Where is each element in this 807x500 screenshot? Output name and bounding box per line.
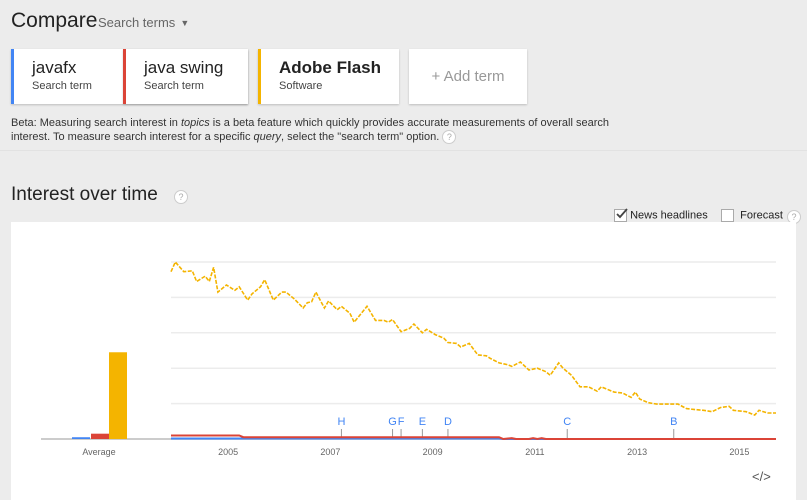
x-tick-label: 2009	[423, 447, 443, 457]
x-tick-label: 2007	[320, 447, 340, 457]
divider	[0, 150, 807, 151]
average-bar	[72, 437, 90, 439]
annotation-marker: D	[444, 416, 452, 428]
help-icon[interactable]: ?	[442, 130, 457, 145]
term-card-java-swing[interactable]: java swing Search term	[123, 49, 248, 104]
term-label: javafx	[32, 58, 77, 77]
term-label: java swing	[144, 58, 224, 77]
x-tick-label: 2015	[729, 447, 749, 457]
annotation-marker: C	[563, 416, 571, 428]
term-type: Search term	[32, 80, 92, 92]
annotation-marker: G	[388, 416, 397, 428]
term-card-adobe-flash[interactable]: Adobe Flash Software	[258, 49, 399, 104]
add-term-button[interactable]: + Add term	[409, 49, 527, 104]
section-title: Interest over time	[11, 184, 158, 205]
annotation-marker: E	[419, 416, 426, 428]
chart-panel: Average 2005 2007 2009 2011 2013 2015 H G F E D C B	[11, 222, 796, 500]
search-type-label: Search terms	[98, 15, 176, 30]
term-type: Software	[279, 80, 323, 92]
series-line	[170, 260, 776, 417]
x-tick-label: 2011	[525, 447, 544, 457]
news-headlines-checkbox[interactable]: News headlines	[614, 208, 708, 222]
checkbox-checked-icon	[614, 208, 628, 222]
series-line	[171, 434, 776, 441]
interest-over-time-chart: Average 2005 2007 2009 2011 2013 2015 H G F E D C B	[41, 260, 776, 457]
caret-down-icon: ▼	[180, 18, 190, 28]
beta-text: , select the "search term" option.	[281, 131, 440, 143]
code-embed-icon[interactable]: </>	[752, 469, 771, 484]
forecast-checkbox[interactable]: Forecast	[721, 209, 783, 222]
news-headlines-label: News headlines	[630, 209, 708, 222]
forecast-label: Forecast	[740, 209, 783, 222]
page-title: Compare	[11, 9, 98, 32]
term-label: Adobe Flash	[279, 58, 382, 77]
average-label: Average	[82, 447, 115, 457]
beta-emphasis: query	[253, 131, 282, 143]
average-bar	[91, 433, 109, 439]
annotation-marker: H	[337, 416, 345, 428]
x-tick-label: 2005	[218, 447, 238, 457]
annotation-marker: F	[398, 416, 405, 428]
checkbox-unchecked-icon	[721, 209, 734, 222]
term-type: Search term	[144, 80, 204, 92]
average-bar	[109, 352, 127, 439]
beta-notice: Beta: Measuring search interest in topic…	[11, 116, 651, 145]
beta-text: Beta: Measuring search interest in	[11, 117, 181, 129]
beta-emphasis: topics	[180, 117, 210, 129]
beta-text: is a beta feature which quickly provides…	[11, 117, 609, 143]
search-type-dropdown[interactable]: Search terms ▼	[98, 15, 189, 30]
help-icon[interactable]: ?	[174, 190, 188, 204]
x-tick-label: 2013	[627, 447, 647, 457]
annotation-marker: B	[670, 416, 677, 428]
